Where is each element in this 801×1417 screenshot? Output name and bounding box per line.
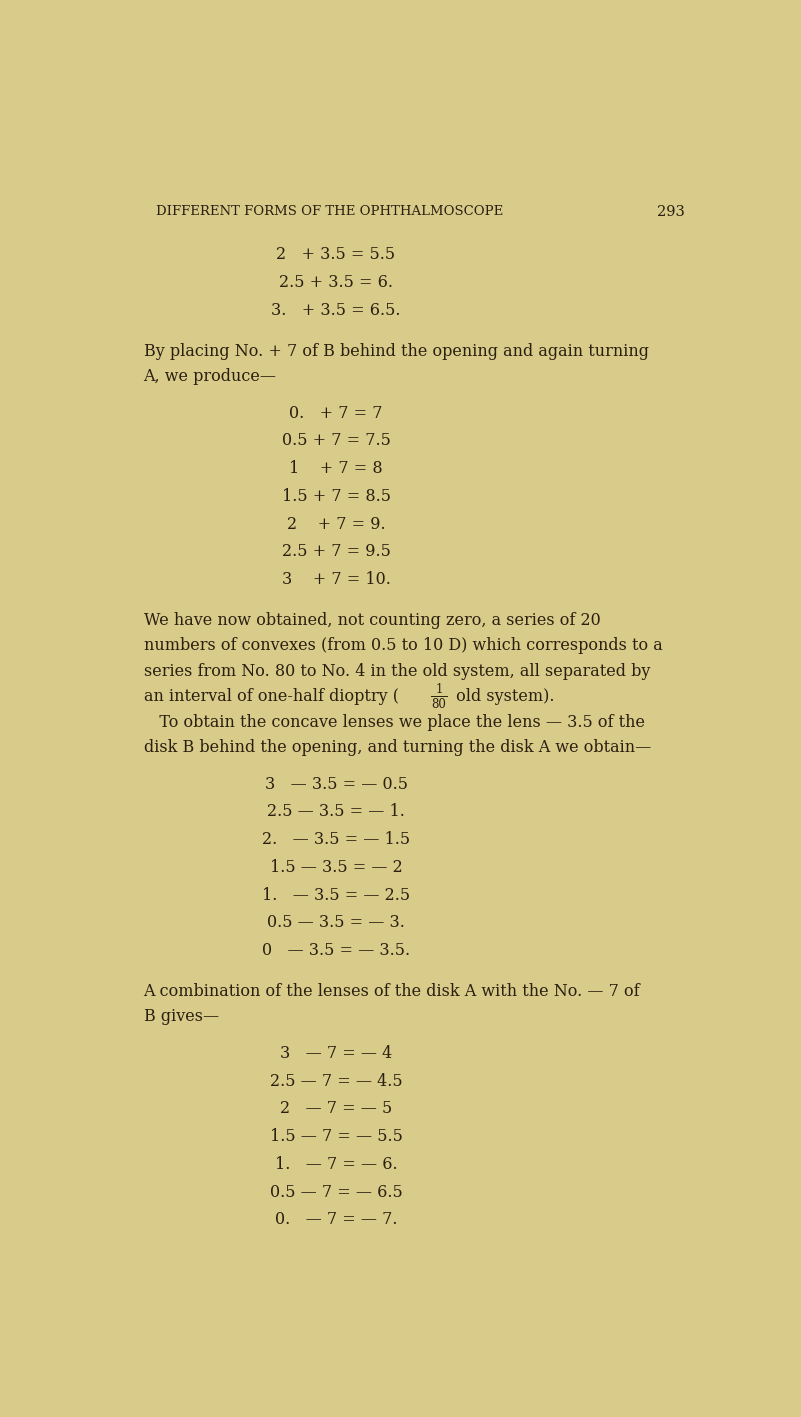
Text: 80: 80 xyxy=(432,697,446,711)
Text: series from No. 80 to No. 4 in the old system, all separated by: series from No. 80 to No. 4 in the old s… xyxy=(143,663,650,680)
Text: disk B behind the opening, and turning the disk A we obtain—: disk B behind the opening, and turning t… xyxy=(143,740,651,757)
Text: 3   — 7 = — 4: 3 — 7 = — 4 xyxy=(280,1044,392,1061)
Text: old system).: old system). xyxy=(452,689,555,706)
Text: 3.   + 3.5 = 6.5.: 3. + 3.5 = 6.5. xyxy=(272,302,400,319)
Text: We have now obtained, not counting zero, a series of 20: We have now obtained, not counting zero,… xyxy=(143,612,600,629)
Text: 2   + 3.5 = 5.5: 2 + 3.5 = 5.5 xyxy=(276,247,396,264)
Text: 2.5 + 7 = 9.5: 2.5 + 7 = 9.5 xyxy=(282,544,390,561)
Text: 1.5 + 7 = 8.5: 1.5 + 7 = 8.5 xyxy=(281,487,391,504)
Text: 1.5 — 7 = — 5.5: 1.5 — 7 = — 5.5 xyxy=(270,1128,402,1145)
Text: numbers of convexes (from 0.5 to 10 D) which corresponds to a: numbers of convexes (from 0.5 to 10 D) w… xyxy=(143,638,662,655)
Text: 1.   — 3.5 = — 2.5: 1. — 3.5 = — 2.5 xyxy=(262,887,410,904)
Text: 0   — 3.5 = — 3.5.: 0 — 3.5 = — 3.5. xyxy=(262,942,410,959)
Text: 1.5 — 3.5 = — 2: 1.5 — 3.5 = — 2 xyxy=(270,859,402,876)
Text: 293: 293 xyxy=(658,204,685,218)
Text: 1: 1 xyxy=(436,683,443,696)
Text: 2   — 7 = — 5: 2 — 7 = — 5 xyxy=(280,1101,392,1118)
Text: By placing No. + 7 of B behind the opening and again turning: By placing No. + 7 of B behind the openi… xyxy=(143,343,649,360)
Text: an interval of one-half dioptry (: an interval of one-half dioptry ( xyxy=(143,689,399,706)
Text: 2.5 + 3.5 = 6.: 2.5 + 3.5 = 6. xyxy=(279,273,393,290)
Text: DIFFERENT FORMS OF THE OPHTHALMOSCOPE: DIFFERENT FORMS OF THE OPHTHALMOSCOPE xyxy=(156,205,504,218)
Text: 0.   — 7 = — 7.: 0. — 7 = — 7. xyxy=(275,1212,397,1229)
Text: A combination of the lenses of the disk A with the No. — 7 of: A combination of the lenses of the disk … xyxy=(143,983,640,1000)
Text: 2.5 — 7 = — 4.5: 2.5 — 7 = — 4.5 xyxy=(270,1073,402,1090)
Text: 0.5 — 7 = — 6.5: 0.5 — 7 = — 6.5 xyxy=(270,1183,402,1200)
Text: 2.   — 3.5 = — 1.5: 2. — 3.5 = — 1.5 xyxy=(262,830,410,847)
Text: 3   — 3.5 = — 0.5: 3 — 3.5 = — 0.5 xyxy=(264,775,408,792)
Text: A, we produce—: A, we produce— xyxy=(143,368,276,385)
Text: 2    + 7 = 9.: 2 + 7 = 9. xyxy=(287,516,385,533)
Text: 3    + 7 = 10.: 3 + 7 = 10. xyxy=(282,571,390,588)
Text: 0.5 — 3.5 = — 3.: 0.5 — 3.5 = — 3. xyxy=(267,914,405,931)
Text: 1.   — 7 = — 6.: 1. — 7 = — 6. xyxy=(275,1156,397,1173)
Text: 1    + 7 = 8: 1 + 7 = 8 xyxy=(289,461,383,478)
Text: 0.   + 7 = 7: 0. + 7 = 7 xyxy=(289,405,383,422)
Text: 0.5 + 7 = 7.5: 0.5 + 7 = 7.5 xyxy=(282,432,390,449)
Text: B gives—: B gives— xyxy=(143,1009,219,1026)
Text: To obtain the concave lenses we place the lens — 3.5 of the: To obtain the concave lenses we place th… xyxy=(143,714,645,731)
Text: 2.5 — 3.5 = — 1.: 2.5 — 3.5 = — 1. xyxy=(267,803,405,820)
